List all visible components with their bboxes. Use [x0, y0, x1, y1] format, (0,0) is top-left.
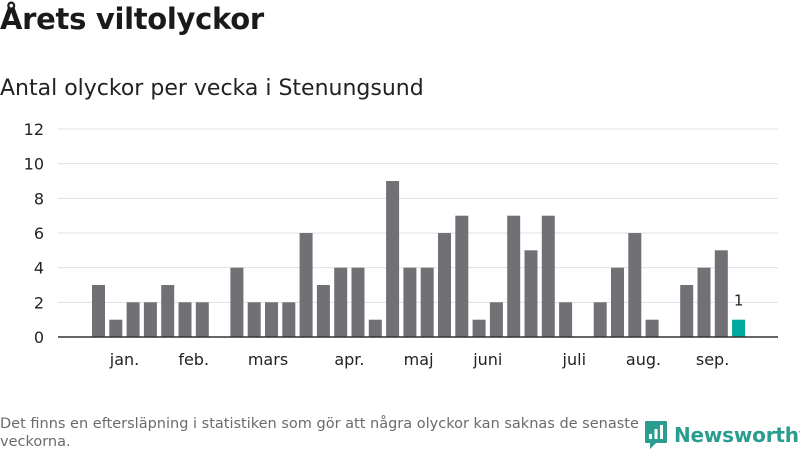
x-tick-label: juni — [472, 350, 502, 369]
bar — [334, 267, 348, 337]
newsworthy-logo: Newsworthy — [644, 420, 800, 450]
chart-title: Årets viltolyckor — [0, 2, 264, 36]
y-axis-ticks: 0 2 4 6 8 10 12 — [24, 120, 44, 347]
bar — [680, 285, 694, 337]
bar — [714, 250, 728, 337]
bar — [420, 267, 434, 337]
bar — [178, 302, 192, 337]
bar — [230, 267, 244, 337]
y-tick-label: 4 — [34, 259, 44, 278]
bar-current-week — [732, 319, 746, 337]
bar — [92, 285, 105, 337]
bars — [92, 181, 746, 337]
bar — [109, 319, 123, 337]
x-axis-month-labels: jan. feb. mars apr. maj juni juli aug. sep. — [109, 350, 730, 369]
newsworthy-logo-icon — [645, 421, 667, 449]
bar — [403, 267, 417, 337]
y-tick-label: 0 — [34, 328, 44, 347]
bar — [559, 302, 573, 337]
x-tick-label: apr. — [334, 350, 364, 369]
bar — [628, 233, 642, 337]
bar — [455, 215, 469, 337]
y-tick-label: 10 — [24, 155, 44, 174]
y-tick-label: 12 — [24, 120, 44, 139]
x-tick-label: feb. — [178, 350, 209, 369]
bar — [282, 302, 296, 337]
x-tick-label: sep. — [696, 350, 729, 369]
bar — [143, 302, 157, 337]
bar — [265, 302, 278, 337]
bar — [299, 233, 313, 337]
bar — [472, 319, 486, 337]
x-tick-label: mars — [248, 350, 288, 369]
bar — [524, 250, 538, 337]
bar — [195, 302, 209, 337]
x-tick-label: juli — [562, 350, 586, 369]
bar — [368, 319, 382, 337]
gridlines — [58, 128, 778, 303]
footnote: Det finns en eftersläpning i statistiken… — [0, 416, 639, 450]
bar — [507, 215, 521, 337]
x-tick-label: maj — [404, 350, 434, 369]
bar — [351, 267, 365, 337]
bar — [386, 181, 400, 337]
bar — [489, 302, 503, 337]
x-tick-label: aug. — [626, 350, 661, 369]
bar — [126, 302, 140, 337]
y-tick-label: 8 — [34, 189, 44, 208]
bar — [593, 302, 607, 337]
data-labels: 1 — [734, 292, 744, 310]
bar — [438, 233, 451, 337]
bar — [541, 215, 555, 337]
y-tick-label: 6 — [34, 224, 44, 243]
bar — [247, 302, 261, 337]
brand-name: Newsworthy — [674, 423, 800, 447]
bar — [645, 319, 659, 337]
bar — [316, 285, 330, 337]
bar — [697, 267, 711, 337]
y-tick-label: 2 — [34, 293, 44, 312]
bar — [161, 285, 175, 337]
x-tick-label: jan. — [109, 350, 139, 369]
bar — [611, 267, 624, 337]
data-label: 1 — [734, 292, 744, 310]
bar-chart: 0 2 4 6 8 10 12 jan. feb. mars apr. maj juni juli aug… — [24, 120, 778, 369]
chart-subtitle: Antal olyckor per vecka i Stenungsund — [0, 76, 424, 101]
